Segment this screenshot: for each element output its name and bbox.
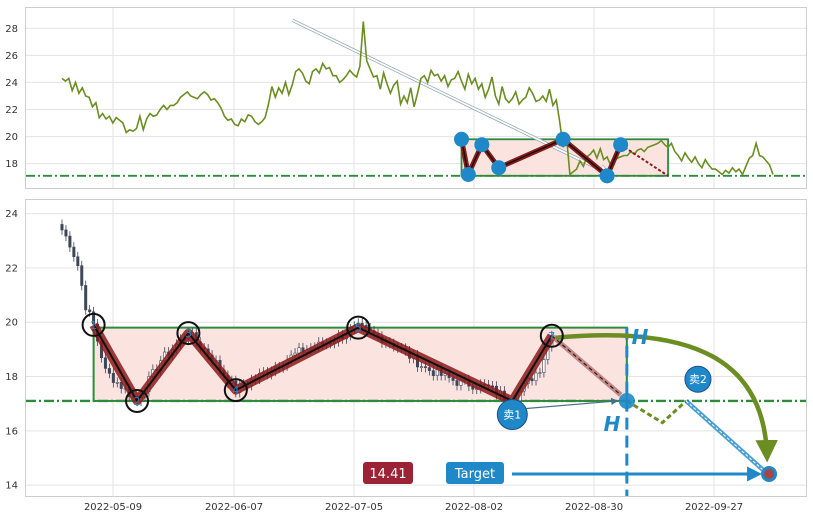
target-badge	[446, 462, 504, 484]
pattern-point-circle	[539, 323, 564, 348]
top-y-tick-labels: 18 20 22 24 26 28	[5, 24, 18, 170]
candle	[431, 370, 435, 376]
top-zigzag-point	[555, 131, 571, 147]
top-y-tick-label: 22	[5, 105, 18, 116]
pattern-point-circle	[125, 388, 150, 413]
top-price-line	[61, 21, 774, 177]
bottom-y-tick-label: 24	[5, 209, 18, 220]
pattern-point-label: 3	[185, 327, 192, 340]
pattern-point-label: 1	[90, 319, 97, 332]
candle	[92, 311, 96, 325]
candle	[80, 265, 84, 286]
candle	[427, 367, 431, 371]
pattern-point-label: 7	[548, 330, 555, 343]
candle	[107, 368, 111, 374]
candle	[88, 309, 92, 313]
top-y-tick-label: 26	[5, 51, 18, 62]
candle	[451, 377, 455, 381]
pattern-point-label: 2	[134, 395, 141, 408]
bottom-x-tick-label: 2022-08-30	[565, 502, 623, 513]
candle	[534, 372, 538, 382]
candle	[419, 366, 423, 368]
candle	[538, 372, 542, 374]
target-marker-core	[764, 469, 775, 480]
candle	[64, 229, 68, 237]
top-y-tick-label: 28	[5, 24, 18, 35]
measure-label-top: H	[632, 325, 649, 349]
bottom-x-tick-label: 2022-05-09	[84, 502, 142, 513]
bottom-x-tick-label: 2022-07-05	[325, 502, 383, 513]
pattern-point-circle	[81, 312, 106, 337]
candle	[115, 381, 119, 384]
top-gridlines	[26, 8, 806, 188]
bottom-y-tick-label: 18	[5, 372, 18, 383]
target-badge-text: Target	[454, 467, 495, 482]
pattern-point-label: 4	[232, 384, 239, 397]
top-zigzag-point	[599, 168, 615, 184]
pullback-path	[626, 399, 688, 425]
top-zigzag-projection	[620, 143, 669, 177]
candle	[530, 378, 534, 382]
sell-marker	[684, 365, 712, 393]
candle	[542, 359, 546, 373]
candle	[84, 285, 88, 311]
breakout-marker	[618, 392, 635, 409]
bottom-y-tick-label: 22	[5, 263, 18, 274]
target-path-dashed	[685, 400, 764, 471]
top-y-tick-label: 18	[5, 159, 18, 170]
sell-marker	[496, 399, 528, 431]
bottom-y-tick-label: 14	[5, 481, 18, 492]
top-zigzag-point	[613, 137, 629, 153]
top-zigzag-points	[454, 131, 669, 184]
pattern-point-circle	[176, 321, 201, 346]
top-zigzag-point	[460, 166, 476, 182]
bottom-annotations: 1 2 3 4 5 7 卖1 卖2 H H 14.41 Target	[81, 312, 712, 484]
candle	[76, 256, 80, 267]
top-zigzag-point	[454, 131, 470, 147]
candle	[455, 380, 459, 386]
measure-label-bottom: H	[604, 412, 621, 436]
top-panel: 18 20 22 24 26 28	[5, 7, 807, 189]
top-y-tick-label: 24	[5, 78, 18, 89]
sell-marker-label: 卖2	[689, 373, 707, 386]
candle	[423, 366, 427, 368]
candle	[60, 224, 64, 231]
bottom-x-tick-label: 2022-09-27	[685, 502, 743, 513]
pattern-point-label: 5	[355, 322, 362, 335]
candle	[103, 357, 107, 369]
top-y-tick-label: 20	[5, 132, 18, 143]
price-badge	[363, 462, 413, 484]
bottom-x-tick-labels: 2022-05-09 2022-06-07 2022-07-05 2022-08-02…	[84, 502, 743, 513]
curved-projection-arrow	[555, 333, 778, 463]
pattern-point-circle	[346, 315, 371, 340]
candle	[111, 373, 115, 383]
bottom-y-tick-label: 16	[5, 426, 18, 437]
sell-marker-label: 卖1	[503, 409, 521, 422]
bottom-x-tick-label: 2022-08-02	[445, 502, 503, 513]
candle	[72, 246, 76, 258]
top-zigzag-point	[491, 160, 507, 176]
projection-dashed	[551, 335, 622, 396]
bottom-y-tick-label: 20	[5, 318, 18, 329]
bottom-y-tick-labels: 14 16 18 20 22 24	[5, 209, 18, 492]
top-zigzag-point	[474, 137, 490, 153]
candle	[297, 347, 301, 354]
bottom-x-tick-label: 2022-06-07	[205, 502, 263, 513]
pattern-point-circle	[223, 378, 248, 403]
top-trendline	[291, 19, 609, 174]
candle	[68, 235, 72, 248]
sell1-pointer	[526, 397, 619, 410]
price-badge-text: 14.41	[369, 467, 406, 482]
